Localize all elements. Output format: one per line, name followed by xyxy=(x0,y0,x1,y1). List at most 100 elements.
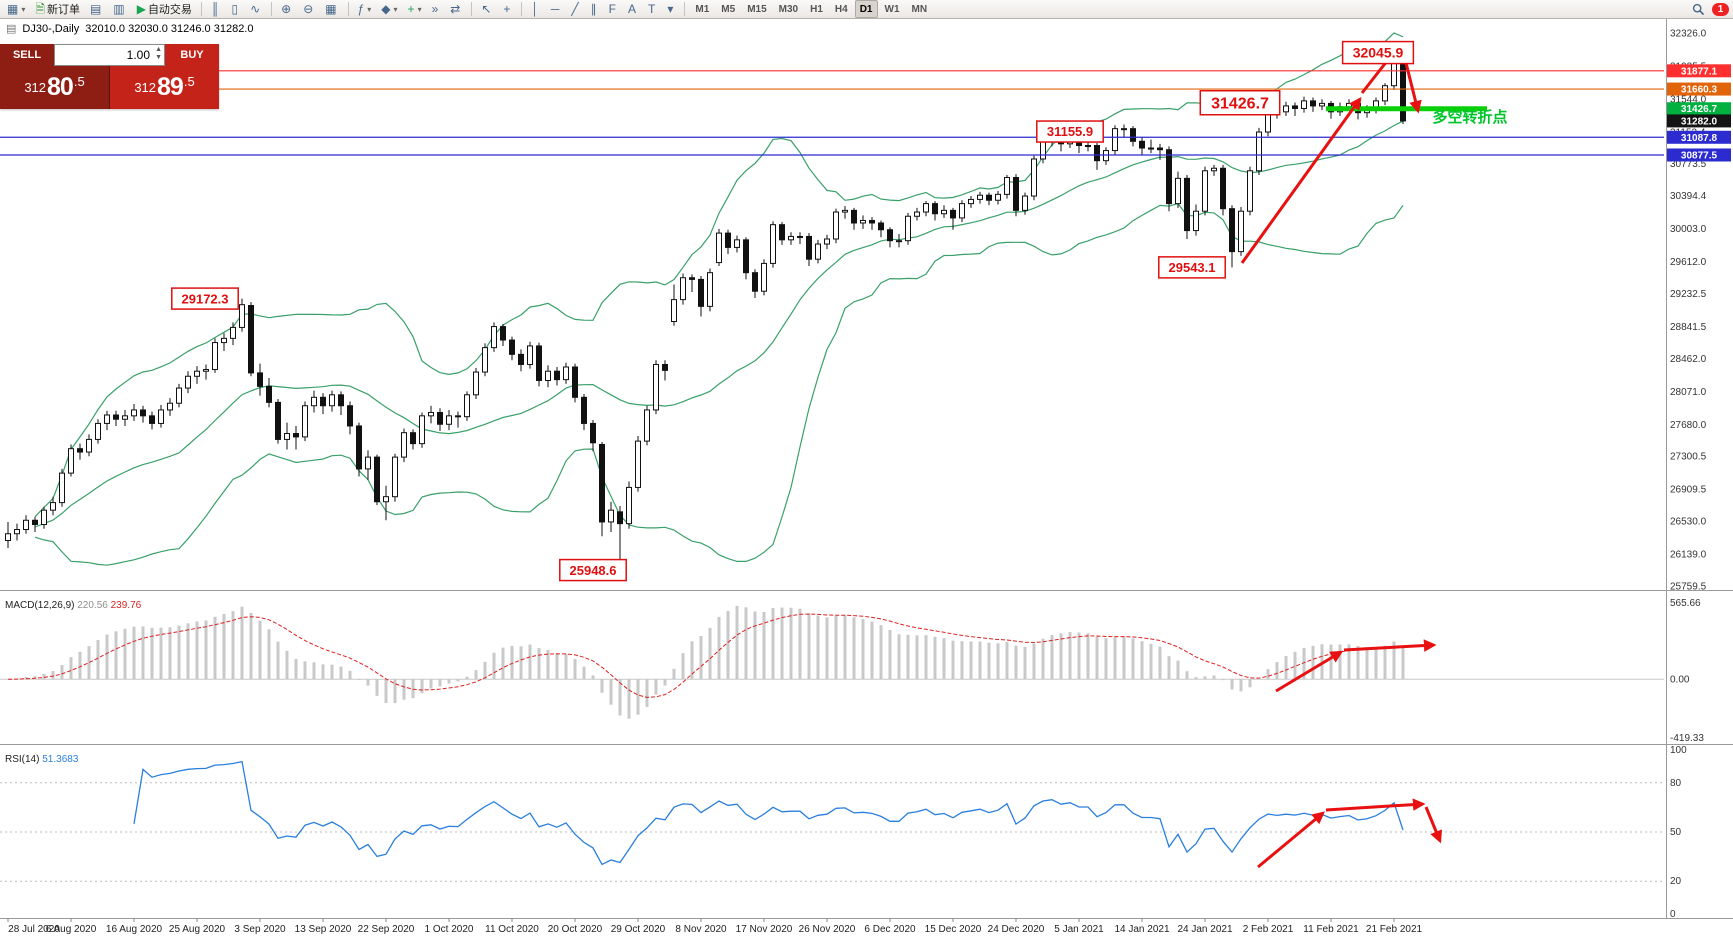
buy-price-decimal: .5 xyxy=(183,74,195,89)
timeframe-m15-button[interactable]: M15 xyxy=(747,3,767,15)
notification-badge[interactable]: 1 xyxy=(1712,2,1729,16)
svg-text:25759.5: 25759.5 xyxy=(1670,582,1707,593)
timeframe-m1-button[interactable]: M1 xyxy=(695,3,710,15)
svg-text:1 Oct 2020: 1 Oct 2020 xyxy=(425,924,474,935)
macd-scale-label: -419.33 xyxy=(1670,733,1704,744)
horizontal-line-button[interactable]: ─ xyxy=(547,0,566,18)
volume-stepper[interactable]: ▲ ▼ xyxy=(155,46,162,62)
svg-text:11 Feb 2021: 11 Feb 2021 xyxy=(1303,924,1359,935)
svg-text:31877.1: 31877.1 xyxy=(1681,66,1718,77)
zoom-out-button[interactable]: ⊖ xyxy=(299,0,319,18)
rsi-trend-arrow[interactable] xyxy=(1325,798,1426,812)
rsi-trend-arrow[interactable] xyxy=(1424,806,1442,844)
spinner-up-icon[interactable]: ▲ xyxy=(155,46,162,53)
buy-button[interactable]: BUY xyxy=(165,44,219,66)
marketwatch-button[interactable]: ▤ xyxy=(86,0,107,18)
chart-window-icon: ▤ xyxy=(6,23,17,35)
svg-text:20 Oct 2020: 20 Oct 2020 xyxy=(548,924,603,935)
bollinger-bands xyxy=(34,32,1404,566)
timeframe-m30-button[interactable]: M30 xyxy=(778,3,799,15)
timeframe-w1-button[interactable]: W1 xyxy=(884,3,900,15)
toolbox-icon: ▥ xyxy=(113,2,125,16)
vertical-line-icon: │ xyxy=(531,2,539,16)
svg-text:28841.5: 28841.5 xyxy=(1670,322,1707,333)
price-annotation-box[interactable]: 31426.7 xyxy=(1199,89,1281,116)
trendline-button[interactable]: ╱ xyxy=(567,0,584,18)
candlestick-chart-button[interactable]: ▯ xyxy=(227,0,244,18)
sell-button[interactable]: SELL xyxy=(0,44,54,66)
svg-text:28071.0: 28071.0 xyxy=(1670,387,1707,398)
zoom-out-icon: ⊖ xyxy=(303,2,314,16)
svg-text:30877.5: 30877.5 xyxy=(1681,150,1718,161)
sell-price-button[interactable]: 312 80 .5 xyxy=(0,66,109,109)
buy-price-big: 89 xyxy=(157,73,184,101)
price-annotation-box[interactable]: 25948.6 xyxy=(559,558,627,582)
timeframe-h1-button[interactable]: H1 xyxy=(810,3,823,15)
auto-scroll-button[interactable]: » xyxy=(428,0,445,18)
toolbar-separator xyxy=(271,2,273,16)
zoom-in-button[interactable]: ⊕ xyxy=(277,0,297,18)
shapes-button[interactable]: ▾ xyxy=(663,0,679,18)
marketwatch-icon: ▤ xyxy=(90,2,102,16)
svg-text:6 Dec 2020: 6 Dec 2020 xyxy=(864,924,916,935)
toolbox-button[interactable]: ▥ xyxy=(109,0,130,18)
svg-text:25948.6: 25948.6 xyxy=(570,563,617,578)
new-order-button[interactable]: 🗎 新订单 xyxy=(31,0,84,18)
charts-button[interactable]: ▦ ▾ xyxy=(3,0,29,18)
price-annotations[interactable]: 29172.3 25948.6 29543.1 31155.9 31426.7 32045… xyxy=(171,40,1508,582)
trade-panel-price-row: 312 80 .5 312 89 .5 xyxy=(0,66,219,109)
text-button[interactable]: A xyxy=(624,0,642,18)
main-trend-arrow[interactable] xyxy=(1240,96,1362,264)
volume-value: 1.00 xyxy=(126,48,150,62)
svg-text:5 Jan 2021: 5 Jan 2021 xyxy=(1054,924,1104,935)
price-annotation-box[interactable]: 29543.1 xyxy=(1158,256,1226,279)
crosshair-button[interactable]: + xyxy=(499,0,516,18)
timeframe-m5-button[interactable]: M5 xyxy=(721,3,736,15)
auto-trading-button[interactable]: ▶ 自动交易 xyxy=(133,0,196,18)
text-icon: A xyxy=(628,2,637,16)
chart-shift-button[interactable]: ⇄ xyxy=(446,0,466,18)
vertical-line-button[interactable]: │ xyxy=(527,0,545,18)
toolbar-button-label: 新订单 xyxy=(47,4,81,16)
cursor-button[interactable]: ↖ xyxy=(477,0,497,18)
timeframe-h4-button[interactable]: H4 xyxy=(834,3,848,15)
one-click-trading-panel: SELL 1.00 ▲ ▼ BUY 312 80 .5 312 89 .5 xyxy=(0,44,219,109)
label-button[interactable]: T xyxy=(644,0,661,18)
bar-chart-button[interactable]: ║ xyxy=(207,0,226,18)
rsi-trend-arrow[interactable] xyxy=(1257,811,1325,869)
toolbar: ▦ ▾ 🗎 新订单 ▤ ▥ ▶ 自动交易 ║ ▯ ∿ ⊕ ⊖ ▦ ƒ ▾ ◆ ▾ + ▾» ⇄ ↖ + │ ─ ╱ ∥ F A T ▾ M1 M… xyxy=(0,0,1733,19)
macd-trend-arrow[interactable] xyxy=(1343,639,1437,652)
price-annotation-box[interactable]: 32045.9 xyxy=(1341,40,1415,65)
chevron-down-icon: ▾ xyxy=(417,4,422,14)
fibonacci-button[interactable]: F xyxy=(605,0,622,18)
buy-price-button[interactable]: 312 89 .5 xyxy=(110,66,219,109)
add-indicator-button[interactable]: + ▾ xyxy=(404,0,426,18)
svg-text:29612.0: 29612.0 xyxy=(1670,257,1707,268)
timeframe-mn-button[interactable]: MN xyxy=(911,3,928,15)
line-chart-icon: ∿ xyxy=(250,2,261,16)
price-annotation-box[interactable]: 29172.3 xyxy=(171,287,239,310)
indicators-button[interactable]: ƒ ▾ xyxy=(354,0,376,18)
search-button[interactable] xyxy=(1688,0,1709,18)
spinner-down-icon[interactable]: ▼ xyxy=(155,54,162,61)
chart-canvas[interactable]: 32326.031935.531544.031153.430773.530394… xyxy=(0,19,1733,940)
price-tag: 31282.0 xyxy=(1667,114,1731,128)
grid-button[interactable]: ▦ xyxy=(321,0,342,18)
svg-text:26530.0: 26530.0 xyxy=(1670,517,1707,528)
rsi-scale-label: 20 xyxy=(1670,876,1682,887)
svg-text:31087.8: 31087.8 xyxy=(1681,133,1718,144)
toolbar-separator xyxy=(200,2,202,16)
channel-button[interactable]: ∥ xyxy=(587,0,603,18)
price-annotation-box[interactable]: 31155.9 xyxy=(1036,120,1104,143)
svg-text:14 Jan 2021: 14 Jan 2021 xyxy=(1114,924,1169,935)
line-chart-button[interactable]: ∿ xyxy=(246,0,266,18)
turning-point-note[interactable]: 多空转折点 xyxy=(1432,108,1507,126)
macd-trend-arrow[interactable] xyxy=(1275,650,1344,693)
svg-text:17 Nov 2020: 17 Nov 2020 xyxy=(736,924,793,935)
timeframe-d1-button[interactable]: D1 xyxy=(854,0,878,18)
volume-input[interactable]: 1.00 ▲ ▼ xyxy=(54,44,165,66)
objects-button[interactable]: ◆ ▾ xyxy=(377,0,401,18)
svg-text:2 Feb 2021: 2 Feb 2021 xyxy=(1243,924,1294,935)
horizontal-level-lines[interactable] xyxy=(0,70,1664,156)
